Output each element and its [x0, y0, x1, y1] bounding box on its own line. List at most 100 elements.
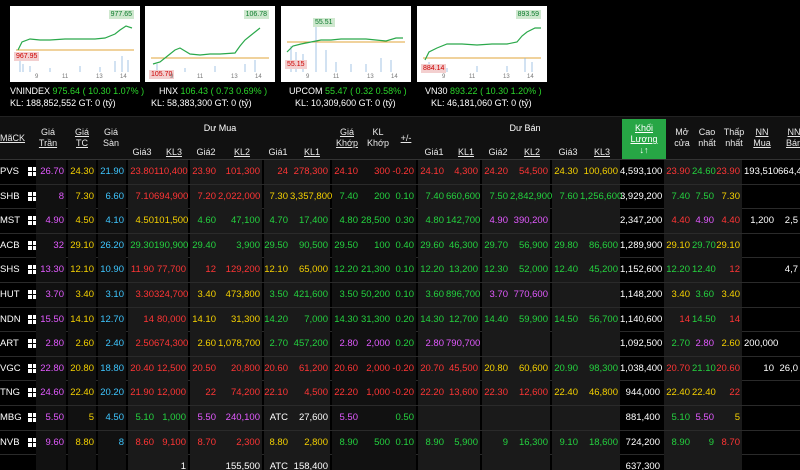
col-match-price-header[interactable]: Giá Khớp	[336, 127, 358, 148]
index-card-vn30[interactable]: 893.59 884.14 9 11 13 14 VN30 893.22 ( 10.…	[417, 0, 547, 116]
grid-icon[interactable]	[26, 314, 38, 325]
table-row[interactable]: MST 4.90 4.50 4.10 4.50 101,500 4.60 47,100 4.70…	[0, 209, 800, 234]
col-ask-price3-header[interactable]: Giá3	[558, 147, 578, 157]
col-foreign-sell-header[interactable]: NN Bán	[785, 127, 800, 148]
col-bid-vol2-header[interactable]: KL2	[233, 147, 250, 157]
cell-g3: 20.40	[128, 356, 156, 381]
table-row[interactable]: SHB 8 7.30 6.60 7.10 694,900 7.20 2,022,000 7.30…	[0, 184, 800, 210]
symbol-cell[interactable]: TNG	[0, 387, 21, 399]
col-floor-header[interactable]: Giá Sàn	[102, 127, 119, 148]
col-low-header[interactable]: Thấp nhất	[723, 127, 745, 148]
col-ask-vol1-header[interactable]: KL1	[457, 147, 474, 157]
cell-k1: 3,357,800	[290, 184, 332, 209]
symbol-cell[interactable]: NVB	[0, 436, 20, 448]
cell-klk: 500	[360, 430, 392, 455]
col-ask-vol3-header[interactable]: KL3	[593, 147, 610, 157]
symbol-cell[interactable]: SHS	[0, 264, 20, 276]
col-bid-price1-header[interactable]: Giá1	[268, 147, 288, 157]
symbol-cell[interactable]: VGC	[0, 362, 21, 374]
col-bid-price2-header[interactable]: Giá2	[196, 147, 216, 157]
col-ask-price2-header[interactable]: Giá2	[488, 147, 508, 157]
col-total-volume-header[interactable]: Khối Lượng ↓↑	[622, 119, 666, 159]
symbol-cell[interactable]: PVS	[0, 166, 20, 177]
symbol-cell[interactable]: HUT	[0, 288, 20, 300]
cell-k3: 694,900	[154, 184, 188, 209]
col-bid-price3-header[interactable]: Giá3	[132, 147, 152, 157]
col-symbol-header[interactable]: MãCK	[0, 133, 26, 143]
cell-k2: 2,300	[218, 430, 262, 455]
index-card-hnx[interactable]: 106.78 105.70 9 11 13 14 HNX 106.43 ( 0.73…	[145, 0, 275, 116]
cell-nnm	[744, 185, 776, 209]
table-row[interactable]: ART 2.80 2.60 2.40 2.50 674,300 2.60 1,078,700 2…	[0, 332, 800, 357]
symbol-cell[interactable]: MBG	[0, 411, 22, 423]
cell-vol: 1,148,200	[620, 288, 663, 300]
cell-chg: 0.30	[392, 209, 416, 234]
cell-g1: ATC	[264, 455, 290, 470]
cell-nnb	[778, 431, 800, 455]
col-ceiling-header[interactable]: Giá Trần	[38, 127, 58, 148]
grid-icon[interactable]	[26, 191, 38, 202]
cell-khop: 8.90	[332, 430, 360, 455]
symbol-cell[interactable]: ART	[0, 338, 19, 350]
col-foreign-buy-header[interactable]: NN Mua	[753, 127, 771, 148]
index-high-label: 893.59	[515, 10, 541, 19]
grid-icon[interactable]	[26, 412, 38, 423]
col-bid-vol3-header[interactable]: KL3	[165, 147, 182, 157]
table-row[interactable]: NVB 9.60 8.80 8 8.60 9,100 8.70 2,300 8.80 2,800 8…	[0, 430, 800, 456]
cell-k1: 7,000	[290, 307, 330, 332]
index-card-vnindex[interactable]: 977.65 967.95 9 11 13 14 VNINDEX 975.64 ( …	[10, 0, 144, 116]
index-volume: KL: 58,383,300 GT: 0 (tỷ)	[151, 98, 252, 108]
col-match-vol-header[interactable]: KL Khớp	[367, 127, 389, 148]
grid-icon[interactable]	[26, 265, 38, 275]
index-card-upcom[interactable]: 55.51 55.15 9 11 13 14 UPCOM 55.47 ( 0.32 …	[281, 0, 411, 116]
table-row[interactable]: PVS 26.70 24.30 21.90 23.80 110,400 23.90 101,3…	[0, 160, 800, 185]
grid-icon[interactable]	[26, 437, 38, 448]
index-low-label: 55.15	[285, 60, 307, 69]
cell-thap: 14	[716, 307, 742, 332]
cell-g3: 8.60	[128, 430, 156, 455]
cell-bg3: 12.40	[552, 258, 580, 283]
grid-icon[interactable]	[26, 363, 38, 374]
grid-icon[interactable]	[26, 216, 38, 226]
table-row[interactable]: MBG 5.50 5 4.50 5.10 1,000 5.50 240,100 ATC 27,60…	[0, 405, 800, 431]
symbol-cell[interactable]: NDN	[0, 313, 21, 325]
cell-cao: 3.60	[692, 282, 716, 307]
cell-klk: 31,300	[360, 307, 392, 332]
table-row[interactable]: NDN 15.50 14.10 12.70 14 80,000 14.10 31,300 14.…	[0, 307, 800, 333]
cell-cao: 5.50	[692, 405, 716, 430]
grid-icon[interactable]	[26, 388, 38, 398]
col-ask-price1-header[interactable]: Giá1	[424, 147, 444, 157]
cell-bk3: 1,256,600	[580, 184, 622, 209]
grid-icon[interactable]	[26, 240, 38, 251]
grid-icon[interactable]	[26, 167, 38, 177]
cell-mo: 2.70	[664, 332, 692, 357]
table-row[interactable]: SHS 13.30 12.10 10.90 11.90 77,700 12 129,200 12…	[0, 258, 800, 283]
col-ask-vol2-header[interactable]: KL2	[523, 147, 540, 157]
col-high-header[interactable]: Cao nhất	[698, 127, 716, 148]
symbol-cell[interactable]: MST	[0, 215, 21, 227]
cell-bk2: 16,300	[510, 430, 550, 455]
grid-icon[interactable]	[26, 289, 38, 300]
symbol-cell[interactable]: SHB	[0, 190, 20, 202]
cell-cao: 14.50	[692, 307, 716, 332]
symbol-cell[interactable]	[0, 455, 24, 470]
table-row[interactable]: ACB 32 29.10 26.20 29.30 190,900 29.40 3,900 29.…	[0, 233, 800, 259]
cell-nnm: 200,000	[744, 338, 779, 350]
sort-arrows-icon[interactable]: ↓↑	[639, 145, 649, 155]
table-row[interactable]: VGC 22.80 20.80 18.80 20.40 12,500 20.50 20,800…	[0, 356, 800, 382]
table-row[interactable]: TNG 24.60 22.40 20.20 21.90 12,000 22 74,200 22.…	[0, 381, 800, 406]
col-change-header[interactable]: +/-	[400, 133, 412, 143]
table-row[interactable]: 1 155,500 ATC 158,400 637,300	[0, 455, 800, 470]
cell-tc: 20.80	[68, 356, 96, 381]
grid-icon[interactable]	[26, 339, 38, 349]
col-bid-vol1-header[interactable]: KL1	[303, 147, 320, 157]
col-ref-header[interactable]: Giá TC	[74, 127, 89, 148]
cell-bk2: 56,900	[510, 233, 550, 258]
symbol-cell[interactable]: ACB	[0, 239, 20, 251]
col-open-header[interactable]: Mở cửa	[674, 127, 690, 148]
table-row[interactable]: HUT 3.70 3.40 3.10 3.30 324,700 3.40 473,800 3.5…	[0, 282, 800, 308]
cell-k1: 65,000	[290, 258, 330, 283]
cell-bg2: 29.70	[482, 233, 510, 258]
cell-nnb	[778, 332, 800, 356]
cell-bk2: 60,600	[510, 356, 550, 381]
